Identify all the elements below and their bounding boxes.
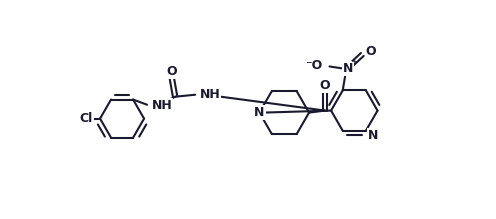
Text: NH: NH [199,88,220,101]
Text: N: N [369,129,378,142]
Text: N: N [343,62,354,75]
Text: O: O [320,79,330,92]
Text: O: O [366,45,376,58]
Text: N: N [254,106,264,119]
Text: O: O [167,65,177,78]
Text: NH: NH [151,99,172,112]
Text: Cl: Cl [79,112,93,125]
Text: +: + [350,57,358,66]
Text: ⁻O: ⁻O [306,59,323,72]
